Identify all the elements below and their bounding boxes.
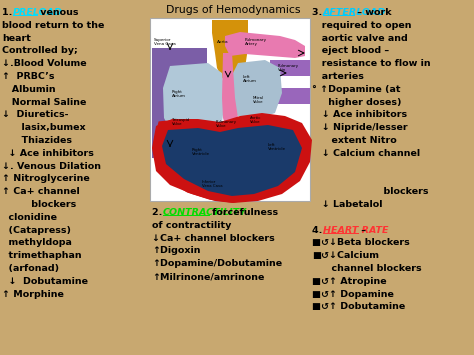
Text: trimethaphan: trimethaphan [2, 251, 82, 260]
Text: clonidine: clonidine [2, 213, 57, 222]
Polygon shape [225, 32, 305, 58]
Text: Pulmonary
Valve: Pulmonary Valve [216, 120, 237, 128]
Text: ↓ Nipride/lesser: ↓ Nipride/lesser [312, 123, 408, 132]
Text: Aortic
Valve: Aortic Valve [250, 116, 261, 124]
Text: ↑ Ca+ channel: ↑ Ca+ channel [2, 187, 80, 196]
Polygon shape [152, 113, 312, 203]
Polygon shape [212, 20, 248, 83]
Text: ↑Digoxin: ↑Digoxin [152, 246, 201, 255]
Text: ↑  PRBC’s: ↑ PRBC’s [2, 72, 55, 81]
Text: ↓ Ace inhibitors: ↓ Ace inhibitors [312, 110, 407, 119]
Text: Right
Ventricle: Right Ventricle [192, 148, 210, 156]
Text: extent Nitro: extent Nitro [312, 136, 397, 145]
Text: (arfonad): (arfonad) [2, 264, 59, 273]
Text: heart: heart [2, 34, 31, 43]
Text: Controlled by;: Controlled by; [2, 47, 78, 55]
Text: HEART RATE: HEART RATE [323, 225, 388, 235]
Text: ↓. Venous Dilation: ↓. Venous Dilation [2, 162, 101, 171]
Text: Normal Saline: Normal Saline [2, 98, 86, 106]
Text: Drugs of Hemodynamics: Drugs of Hemodynamics [166, 5, 300, 15]
Text: Aorta: Aorta [217, 40, 228, 44]
Text: blood return to the: blood return to the [2, 21, 104, 30]
Text: lasix,bumex: lasix,bumex [2, 123, 86, 132]
Text: Tricuspid
Valve: Tricuspid Valve [172, 118, 189, 126]
Text: ■↺↑ Dobutamine: ■↺↑ Dobutamine [312, 302, 405, 311]
Text: resistance to flow in: resistance to flow in [312, 59, 430, 68]
Text: of contractility: of contractility [152, 221, 231, 230]
Text: blockers: blockers [2, 200, 76, 209]
Text: AFTERLOAD: AFTERLOAD [323, 8, 386, 17]
Text: – work: – work [355, 8, 392, 17]
Text: eject blood –: eject blood – [312, 47, 389, 55]
Text: ↓Ca+ channel blockers: ↓Ca+ channel blockers [152, 234, 275, 242]
Text: required to open: required to open [312, 21, 411, 30]
Text: ↓.Blood Volume: ↓.Blood Volume [2, 59, 87, 68]
Polygon shape [163, 63, 225, 136]
Text: ↓ Ace inhibitors: ↓ Ace inhibitors [2, 149, 94, 158]
Bar [152, 48, 207, 68]
Text: ↑Dopamine/Dobutamine: ↑Dopamine/Dobutamine [152, 259, 282, 268]
Bar [270, 60, 310, 76]
Text: Pulmonary
Artery: Pulmonary Artery [245, 38, 267, 46]
Polygon shape [222, 53, 238, 128]
Text: 4.: 4. [312, 225, 326, 235]
Text: arteries: arteries [312, 72, 364, 81]
Text: PRELOAD: PRELOAD [13, 8, 63, 17]
Text: –: – [358, 225, 366, 235]
Text: ↑Milrinone/amrinone: ↑Milrinone/amrinone [152, 272, 264, 281]
Text: methyldopa: methyldopa [2, 239, 72, 247]
Text: Left
Ventricle: Left Ventricle [268, 143, 286, 151]
Text: ■↺↓Beta blockers: ■↺↓Beta blockers [312, 239, 410, 247]
Polygon shape [162, 125, 302, 196]
Text: ↓ Labetalol: ↓ Labetalol [312, 200, 383, 209]
Text: Thiazides: Thiazides [2, 136, 72, 145]
Text: 1.: 1. [2, 8, 16, 17]
Text: CONTRACTILITY: CONTRACTILITY [163, 208, 246, 217]
Text: ■↺↓Calcium: ■↺↓Calcium [312, 251, 379, 260]
Text: (Catapress): (Catapress) [2, 225, 71, 235]
Text: ↑ Morphine: ↑ Morphine [2, 290, 64, 299]
Text: Superior
Vena Cava: Superior Vena Cava [154, 38, 176, 46]
Polygon shape [228, 60, 282, 118]
Text: aortic valve and: aortic valve and [312, 34, 408, 43]
Text: venous: venous [37, 8, 79, 17]
Text: Right
Atrium: Right Atrium [172, 90, 186, 98]
Text: higher doses): higher doses) [312, 98, 401, 106]
Polygon shape [158, 123, 305, 198]
Text: ↓  Diuretics-: ↓ Diuretics- [2, 110, 69, 119]
Text: ↑ Nitroglycerine: ↑ Nitroglycerine [2, 174, 90, 184]
Bar [152, 138, 194, 158]
Text: ↓  Dobutamine: ↓ Dobutamine [2, 277, 88, 286]
Text: 2.: 2. [152, 208, 165, 217]
Text: Mitral
Valve: Mitral Valve [253, 96, 264, 104]
Text: Pulmonary
Vein: Pulmonary Vein [278, 64, 299, 72]
Text: Albumin: Albumin [2, 85, 55, 94]
Bar [275, 88, 310, 104]
Text: ↓ Calcium channel: ↓ Calcium channel [312, 149, 420, 158]
Text: Left
Atrium: Left Atrium [243, 75, 257, 83]
Text: channel blockers: channel blockers [312, 264, 422, 273]
Text: forcefulness: forcefulness [209, 208, 278, 217]
Text: 3.: 3. [312, 8, 326, 17]
Text: Inferior
Vena Cava: Inferior Vena Cava [202, 180, 223, 188]
Bar [152, 48, 170, 158]
Text: ° ↑Dopamine (at: ° ↑Dopamine (at [312, 85, 401, 94]
Text: blockers: blockers [312, 187, 428, 196]
Text: ■↺↑ Atropine: ■↺↑ Atropine [312, 277, 387, 286]
Bar [150, 18, 310, 201]
Text: ■↺↑ Dopamine: ■↺↑ Dopamine [312, 290, 394, 299]
